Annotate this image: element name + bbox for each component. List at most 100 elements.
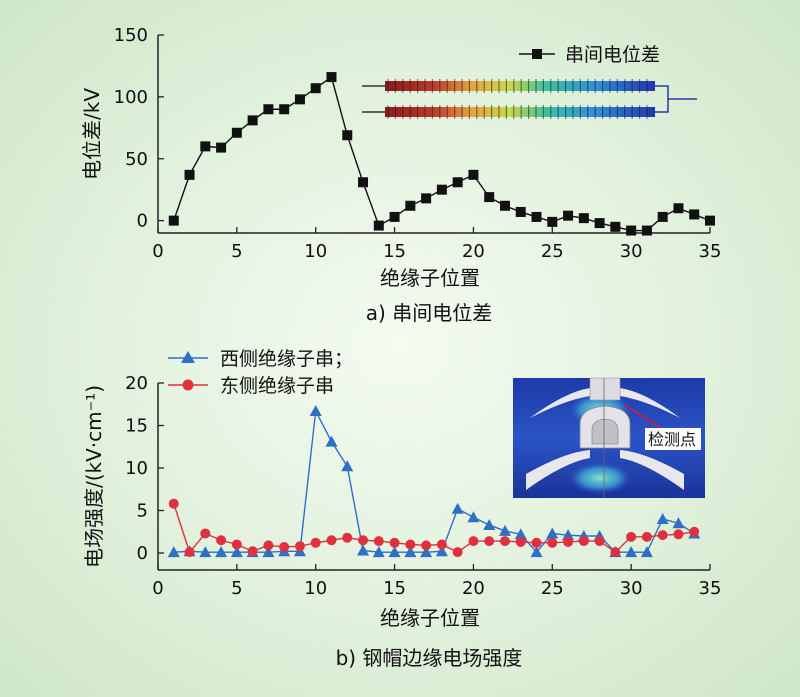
y-tick-label: 0 <box>137 543 148 564</box>
data-point <box>451 502 464 514</box>
y-tick-label: 100 <box>114 87 148 108</box>
legend-label-east: 东侧绝缘子串 <box>220 375 334 397</box>
data-point <box>279 542 290 553</box>
data-point <box>530 546 543 558</box>
data-point <box>326 535 337 546</box>
data-point <box>626 225 637 236</box>
data-point <box>263 540 274 551</box>
inset-shed-lower-left <box>526 450 590 490</box>
x-tick-label: 5 <box>231 241 242 262</box>
data-point <box>515 536 526 547</box>
data-point <box>531 537 542 548</box>
inset-hotspot-bottom <box>568 462 632 494</box>
y-tick-label: 0 <box>137 211 148 232</box>
inset-cap-socket <box>591 418 619 445</box>
x-tick-label: 15 <box>383 241 406 262</box>
y-tick-label: 150 <box>114 25 148 46</box>
data-point <box>247 546 258 557</box>
data-point <box>167 546 180 558</box>
legend-marker-east <box>182 379 194 391</box>
data-point <box>468 169 479 180</box>
data-point <box>341 460 354 472</box>
data-point <box>499 200 510 211</box>
chart-a: 0 5 10 15 20 25 30 35 0 50 100 150 电位差/kV 绝缘子位置 a) … <box>80 25 721 325</box>
y-tick-label: 5 <box>137 501 148 522</box>
x-tick-label: 25 <box>541 241 564 262</box>
data-point <box>420 546 433 558</box>
data-point <box>372 546 385 558</box>
data-point <box>230 546 243 558</box>
y-tick-label: 20 <box>125 373 148 394</box>
chart-a-x-axis-label: 绝缘子位置 <box>380 266 480 290</box>
data-point <box>641 531 652 542</box>
data-point <box>657 211 668 222</box>
data-point <box>294 94 305 105</box>
y-tick-label: 15 <box>125 416 148 437</box>
data-point <box>358 177 369 188</box>
data-point <box>389 537 400 548</box>
data-point <box>562 529 575 541</box>
chart-b-y-axis-label: 电场强度/(kV·cm⁻¹) <box>82 385 106 568</box>
legend-marker-series-a <box>532 49 542 59</box>
data-point <box>215 546 228 558</box>
data-point <box>262 546 275 558</box>
x-tick-label: 0 <box>152 241 163 262</box>
data-point <box>199 546 212 558</box>
x-tick-label: 15 <box>383 578 406 599</box>
chart-a-legend: 串间电位差 <box>519 44 660 66</box>
data-point <box>546 527 559 539</box>
data-point <box>184 169 195 180</box>
data-point <box>515 206 526 217</box>
data-point <box>498 524 511 536</box>
legend-marker-west <box>181 351 195 363</box>
detection-point-label: 检测点 <box>648 430 696 449</box>
data-point <box>325 435 338 447</box>
x-tick-label: 35 <box>699 241 722 262</box>
cap-field-inset: 检测点 <box>513 377 705 498</box>
x-tick-label: 35 <box>699 578 722 599</box>
data-point <box>263 104 274 115</box>
data-point <box>373 220 384 231</box>
x-tick-label: 5 <box>231 578 242 599</box>
x-tick-label: 30 <box>620 241 643 262</box>
chart-b-axes <box>157 382 711 571</box>
x-tick-label: 0 <box>152 578 163 599</box>
chart-a-caption: a) 串间电位差 <box>366 301 492 325</box>
x-tick-label: 10 <box>304 241 327 262</box>
inset-pin-top <box>589 377 621 401</box>
data-point <box>216 142 227 153</box>
insulator-sheds <box>387 79 648 119</box>
data-point <box>436 184 447 195</box>
data-point <box>216 535 227 546</box>
data-point <box>563 536 574 547</box>
data-point <box>373 536 384 547</box>
inset-shed-lower-right <box>620 450 684 490</box>
data-point <box>657 530 668 541</box>
data-point <box>184 547 195 558</box>
chart-a-series <box>168 72 715 236</box>
data-point <box>326 72 337 83</box>
data-point <box>168 215 179 226</box>
data-point <box>405 539 416 550</box>
data-point <box>467 511 480 523</box>
detection-point-label-box <box>645 428 701 450</box>
data-point <box>309 405 322 417</box>
inset-shed-upper-left <box>530 388 590 418</box>
chart-a-y-axis-label: 电位差/kV <box>80 88 104 180</box>
data-point <box>514 528 527 540</box>
x-tick-label: 20 <box>462 578 485 599</box>
data-point <box>594 536 605 547</box>
data-point <box>310 83 321 94</box>
data-point <box>672 517 685 529</box>
chart-b-tick-labels: 0 5 10 15 20 25 30 35 0 5 10 15 20 <box>125 373 721 599</box>
data-point <box>389 211 400 222</box>
data-point <box>452 547 463 558</box>
data-point <box>435 545 448 557</box>
data-point <box>656 513 669 524</box>
data-point <box>641 225 652 236</box>
data-point <box>310 537 321 548</box>
data-point <box>640 546 653 558</box>
data-point <box>342 532 353 543</box>
data-point <box>594 218 605 229</box>
